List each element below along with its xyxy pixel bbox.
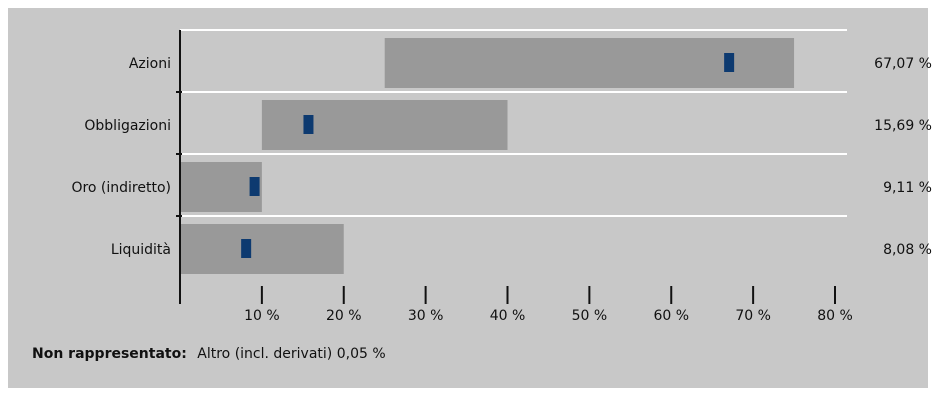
value-marker [241,239,252,258]
value-label: 67,07 % [874,56,932,72]
category-label: Oro (indiretto) [71,180,171,196]
category-label: Obbligazioni [84,118,171,134]
value-label: 8,08 % [883,242,932,258]
footnote-label: Non rappresentato: [32,346,187,362]
x-tick-label: 60 % [653,308,689,324]
value-marker [303,115,314,134]
category-label: Liquidità [111,242,171,258]
footnote-text: Altro (incl. derivati) 0,05 % [197,346,386,362]
range-bar [180,162,262,212]
range-bar [261,100,508,150]
footnote: Non rappresentato: Altro (incl. derivati… [32,346,386,362]
value-marker [249,177,260,196]
x-tick-label: 70 % [735,308,771,324]
x-tick-label: 20 % [326,308,362,324]
x-tick-label: 30 % [408,308,444,324]
value-label: 9,11 % [883,180,932,196]
x-tick-label: 50 % [572,308,608,324]
range-bar [180,224,344,274]
value-label: 15,69 % [874,118,932,134]
category-label: Azioni [129,56,171,72]
x-tick-label: 10 % [244,308,280,324]
x-tick-label: 40 % [490,308,526,324]
x-tick-label: 80 % [817,308,853,324]
value-marker [724,53,735,72]
